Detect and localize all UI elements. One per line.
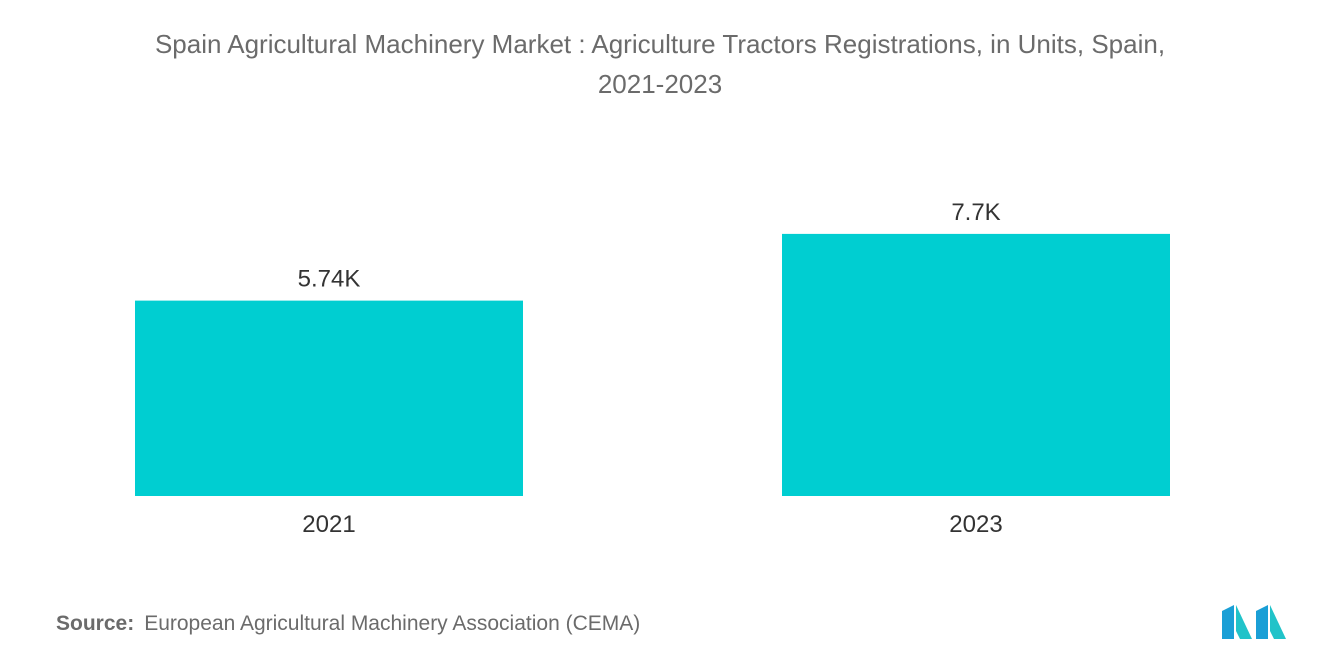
chart-title-line-1: Spain Agricultural Machinery Market : Ag…	[154, 29, 1166, 59]
category-label-2023: 2023	[949, 511, 1002, 538]
value-label-2021: 5.74K	[298, 266, 361, 293]
bar-chart: 5.74K 2021 7.7K 2023	[135, 199, 1170, 538]
mordor-intelligence-logo-icon	[1222, 605, 1286, 639]
chart-title-line-2: 2021-2023	[597, 69, 723, 99]
source-note: Source: European Agricultural Machinery A…	[56, 612, 640, 636]
source-text: European Agricultural Machinery Associat…	[144, 612, 641, 635]
chart-title: Spain Agricultural Machinery Market : Ag…	[30, 24, 1290, 104]
bar-2021	[135, 300, 523, 496]
category-label-2021: 2021	[302, 511, 355, 538]
value-label-2023: 7.7K	[951, 199, 1000, 226]
bar-2023	[782, 233, 1170, 496]
source-label: Source:	[56, 612, 135, 635]
